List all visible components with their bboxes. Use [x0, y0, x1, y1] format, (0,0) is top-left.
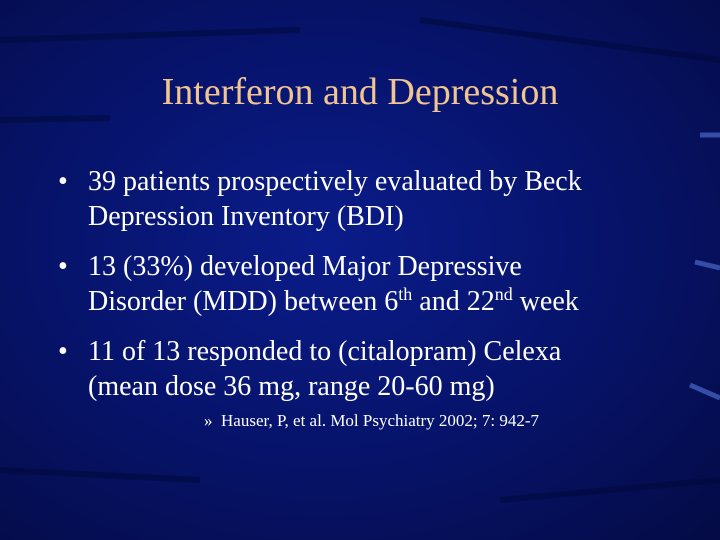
text-segment: and 22 — [412, 286, 495, 317]
bullet-line: (mean dose 36 mg, range 20-60 mg) — [88, 369, 582, 404]
text-segment: week — [512, 286, 579, 317]
text-segment: Depression Inventory (BDI) — [88, 201, 404, 232]
bullet-dot: • — [58, 166, 68, 197]
bullet: • 11 of 13 responded to (citalopram) Cele… — [58, 334, 582, 404]
bullet-line: 39 patients prospectively evaluated by B… — [88, 164, 582, 199]
bullet-list: • 39 patients prospectively evaluated by … — [58, 164, 582, 419]
slide-title: Interferon and Depression — [161, 71, 559, 113]
reference: » Hauser, P, et al. Mol Psychiatry 2002;… — [204, 411, 539, 431]
bullet: • 39 patients prospectively evaluated by … — [58, 164, 582, 234]
bullet: • 13 (33%) developed Major Depressive Diso… — [58, 249, 582, 319]
bullet-line: 11 of 13 responded to (citalopram) Celex… — [88, 334, 582, 369]
bullet-line: Depression Inventory (BDI) — [88, 199, 582, 234]
text-segment: (mean dose 36 mg, range 20-60 mg) — [88, 371, 495, 402]
bullet-line: 13 (33%) developed Major Depressive — [88, 249, 582, 284]
text-segment: 13 (33%) developed Major Depressive — [88, 251, 522, 282]
text-segment: 11 of 13 responded to (citalopram) Celex… — [88, 336, 562, 367]
reference-text: Hauser, P, et al. Mol Psychiatry 2002; 7… — [221, 411, 540, 430]
superscript: th — [398, 284, 413, 304]
superscript: nd — [494, 284, 513, 304]
reference-marker: » — [204, 411, 221, 430]
text-segment: 39 patients prospectively evaluated by B… — [88, 166, 582, 197]
bullet-dot: • — [58, 336, 68, 367]
bullet-line: Disorder (MDD) between 6th and 22nd week — [88, 284, 582, 319]
text-segment: Disorder (MDD) between 6 — [88, 286, 399, 317]
bullet-dot: • — [58, 251, 68, 282]
